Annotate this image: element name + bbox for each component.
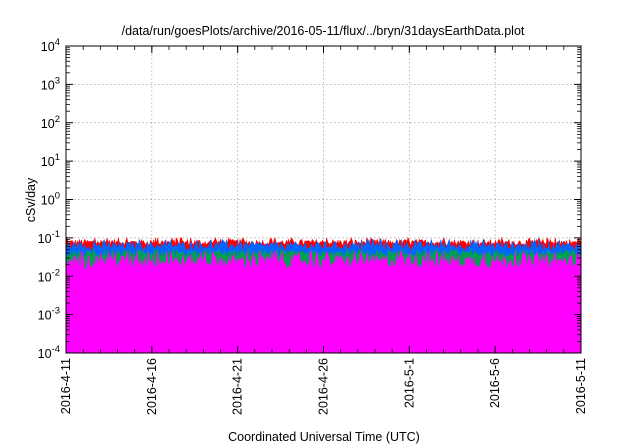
y-tick-label: 104 bbox=[41, 37, 60, 54]
y-tick-label: 102 bbox=[41, 114, 60, 131]
y-tick-label: 100 bbox=[41, 191, 60, 208]
data-series bbox=[65, 236, 582, 354]
x-tick-label: 2016-4-16 bbox=[145, 358, 159, 415]
y-axis: 10-4 10-3 10-2 10-1 100 101 102 103 104 bbox=[38, 37, 581, 361]
x-axis-label: Coordinated Universal Time (UTC) bbox=[228, 430, 420, 444]
series-area-4 bbox=[65, 250, 582, 354]
y-axis-label: cSv/day bbox=[24, 177, 38, 222]
x-tick-label: 2016-4-21 bbox=[231, 358, 245, 415]
chart-title: /data/run/goesPlots/archive/2016-05-11/f… bbox=[122, 24, 525, 38]
x-tick-label: 2016-5-1 bbox=[402, 358, 416, 408]
x-tick-label: 2016-5-6 bbox=[488, 358, 502, 408]
y-tick-label: 10-1 bbox=[38, 229, 60, 246]
y-tick-label: 10-3 bbox=[38, 306, 60, 323]
x-tick-label: 2016-4-11 bbox=[59, 358, 73, 414]
y-tick-label: 10-2 bbox=[38, 267, 60, 284]
x-axis: 2016-4-11 2016-4-16 2016-4-21 2016-4-26 2016… bbox=[59, 46, 588, 415]
y-tick-label: 103 bbox=[41, 75, 60, 92]
x-tick-label: 2016-4-26 bbox=[317, 358, 331, 415]
y-tick-label: 10-4 bbox=[38, 344, 60, 361]
y-tick-label: 101 bbox=[41, 152, 60, 169]
x-tick-label: 2016-5-11 bbox=[574, 358, 588, 414]
